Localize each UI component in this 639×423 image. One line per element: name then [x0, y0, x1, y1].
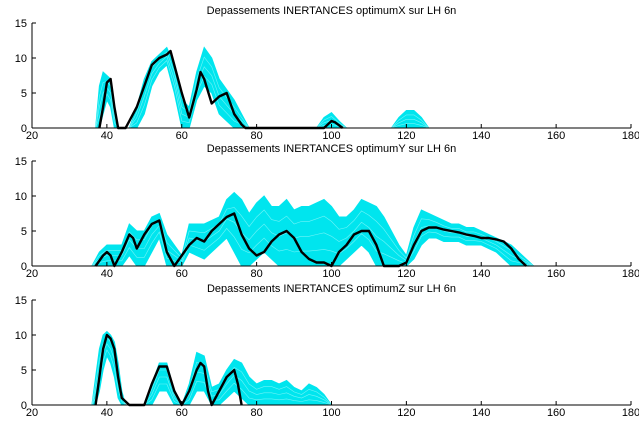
x-tick-label: 20 — [26, 130, 38, 142]
x-tick-label: 100 — [322, 407, 340, 419]
y-tick-label: 5 — [21, 226, 27, 238]
y-tick-label: 0 — [21, 123, 27, 135]
chart-title-2: Depassements INERTANCES optimumY sur LH … — [207, 143, 456, 155]
x-tick-label: 180 — [622, 268, 639, 280]
median-line-2 — [94, 212, 528, 268]
y-tick-label: 15 — [15, 156, 27, 168]
x-tick-label: 160 — [547, 130, 565, 142]
envelope-curve-3-1 — [91, 349, 332, 406]
x-tick-label: 120 — [397, 407, 415, 419]
x-tick-label: 20 — [26, 268, 38, 280]
x-tick-label: 40 — [101, 407, 113, 419]
x-tick-label: 40 — [101, 268, 113, 280]
x-tick-label: 20 — [26, 407, 38, 419]
envelope-band-3 — [91, 330, 333, 407]
envelope-curve-1-2 — [95, 55, 429, 129]
y-tick-label: 5 — [21, 365, 27, 377]
x-tick-label: 160 — [547, 407, 565, 419]
chart-panel-1: 20 40 60 80 100 120 140 160 180 0 5 10 15 Depassement… — [15, 5, 639, 142]
x-tick-label: 140 — [472, 268, 490, 280]
x-tick-label: 60 — [176, 268, 188, 280]
x-tick-label: 80 — [251, 268, 263, 280]
x-tick-label: 100 — [322, 130, 340, 142]
envelope-band-2 — [91, 191, 535, 267]
y-tick-label: 0 — [21, 400, 27, 412]
chart-title-3: Depassements INERTANCES optimumZ sur LH … — [207, 283, 456, 295]
x-tick-label: 120 — [397, 130, 415, 142]
x-tick-label: 80 — [251, 130, 263, 142]
y-tick-label: 5 — [21, 88, 27, 100]
y-tick-label: 15 — [15, 295, 27, 307]
x-tick-label: 180 — [622, 130, 639, 142]
y-tick-label: 10 — [15, 330, 27, 342]
x-tick-label: 160 — [547, 268, 565, 280]
median-line-3 — [94, 333, 243, 407]
x-tick-label: 140 — [472, 407, 490, 419]
x-tick-label: 120 — [397, 268, 415, 280]
median-line-1 — [98, 49, 344, 130]
x-tick-label: 100 — [322, 268, 340, 280]
envelope-band-1 — [95, 46, 430, 129]
x-tick-label: 180 — [622, 407, 639, 419]
y-tick-label: 10 — [15, 53, 27, 65]
x-tick-label: 60 — [176, 130, 188, 142]
chart-title-1: Depassements INERTANCES optimumX sur LH … — [207, 5, 457, 17]
envelope-curve-2-1 — [91, 227, 534, 267]
y-tick-label: 0 — [21, 261, 27, 273]
x-tick-label: 80 — [251, 407, 263, 419]
chart-panel-2: 20 40 60 80 100 120 140 160 180 0 5 10 15 Depassement… — [15, 143, 639, 280]
x-tick-label: 60 — [176, 407, 188, 419]
envelope-curve-2-3 — [91, 207, 534, 267]
y-tick-label: 15 — [15, 18, 27, 30]
chart-panel-3: 20 40 60 80 100 120 140 160 180 0 5 10 15 Depassement… — [15, 283, 639, 419]
x-tick-label: 40 — [101, 130, 113, 142]
x-tick-label: 140 — [472, 130, 490, 142]
y-tick-label: 10 — [15, 191, 27, 203]
